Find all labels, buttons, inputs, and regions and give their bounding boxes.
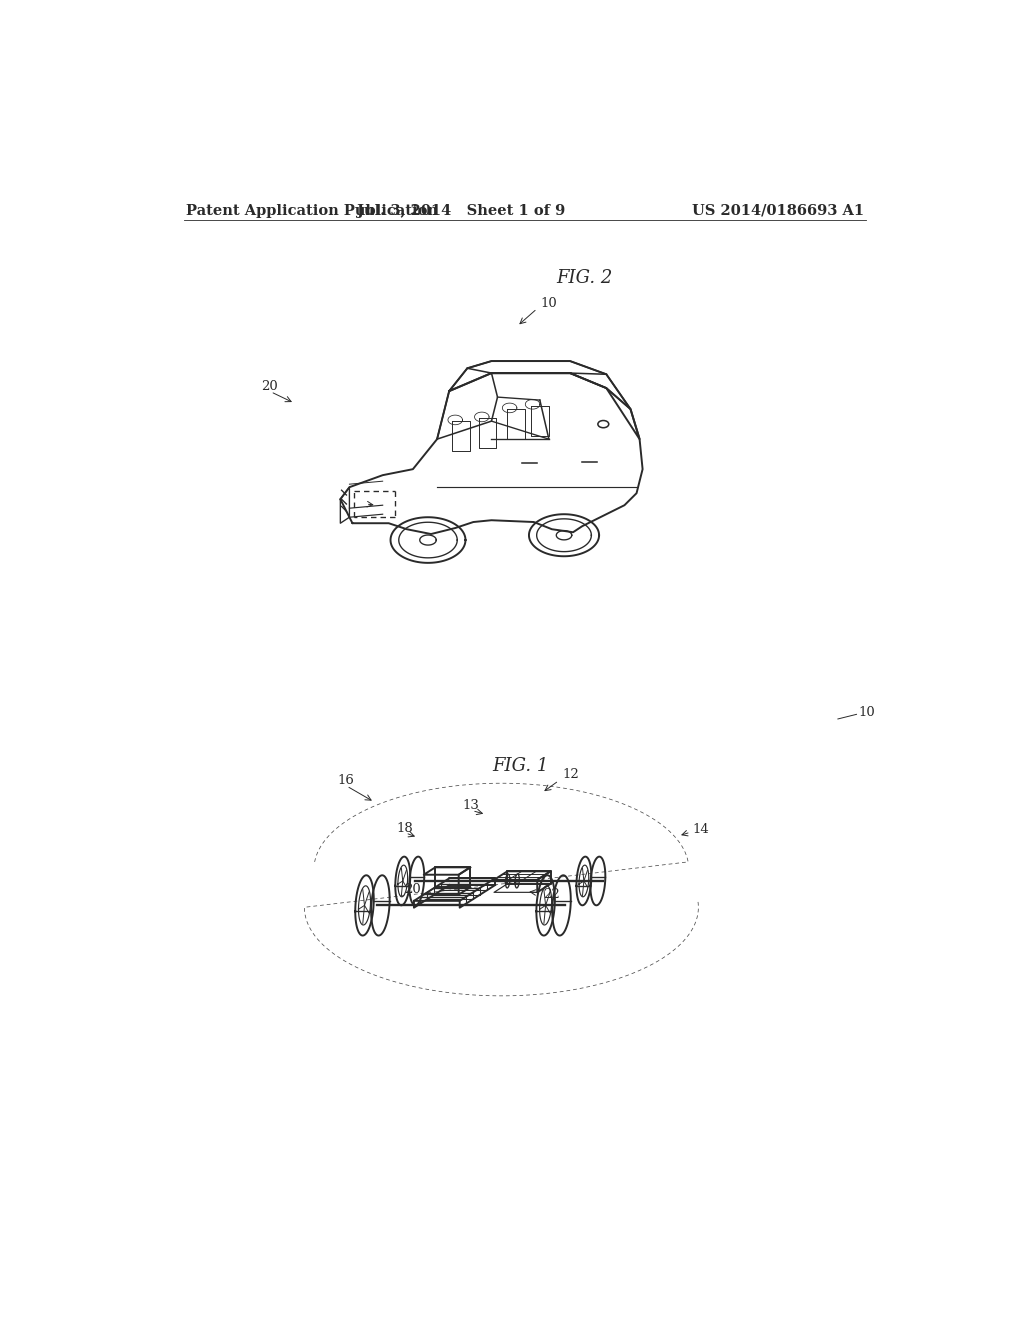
Text: 18: 18 bbox=[396, 822, 413, 834]
Text: FIG. 1: FIG. 1 bbox=[493, 758, 549, 775]
Text: Patent Application Publication: Patent Application Publication bbox=[186, 203, 438, 218]
Text: US 2014/0186693 A1: US 2014/0186693 A1 bbox=[692, 203, 864, 218]
Text: 22: 22 bbox=[544, 888, 560, 902]
Text: 10: 10 bbox=[541, 297, 557, 310]
Text: FIG. 2: FIG. 2 bbox=[556, 269, 612, 288]
Text: 20: 20 bbox=[403, 883, 421, 896]
Text: 14: 14 bbox=[692, 824, 709, 837]
Text: 20: 20 bbox=[261, 380, 279, 393]
Text: 12: 12 bbox=[562, 768, 579, 781]
Text: 10: 10 bbox=[858, 706, 874, 719]
Text: Jul. 3, 2014   Sheet 1 of 9: Jul. 3, 2014 Sheet 1 of 9 bbox=[357, 203, 565, 218]
Text: 16: 16 bbox=[337, 774, 354, 787]
Text: 13: 13 bbox=[463, 799, 479, 812]
